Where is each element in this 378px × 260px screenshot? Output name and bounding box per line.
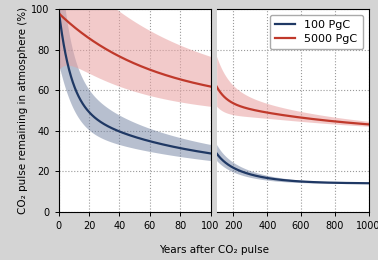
Text: Years after CO₂ pulse: Years after CO₂ pulse — [158, 245, 269, 255]
Y-axis label: CO₂ pulse remaining in atmosphere (%): CO₂ pulse remaining in atmosphere (%) — [19, 7, 28, 214]
Legend: 100 PgC, 5000 PgC: 100 PgC, 5000 PgC — [270, 15, 363, 49]
